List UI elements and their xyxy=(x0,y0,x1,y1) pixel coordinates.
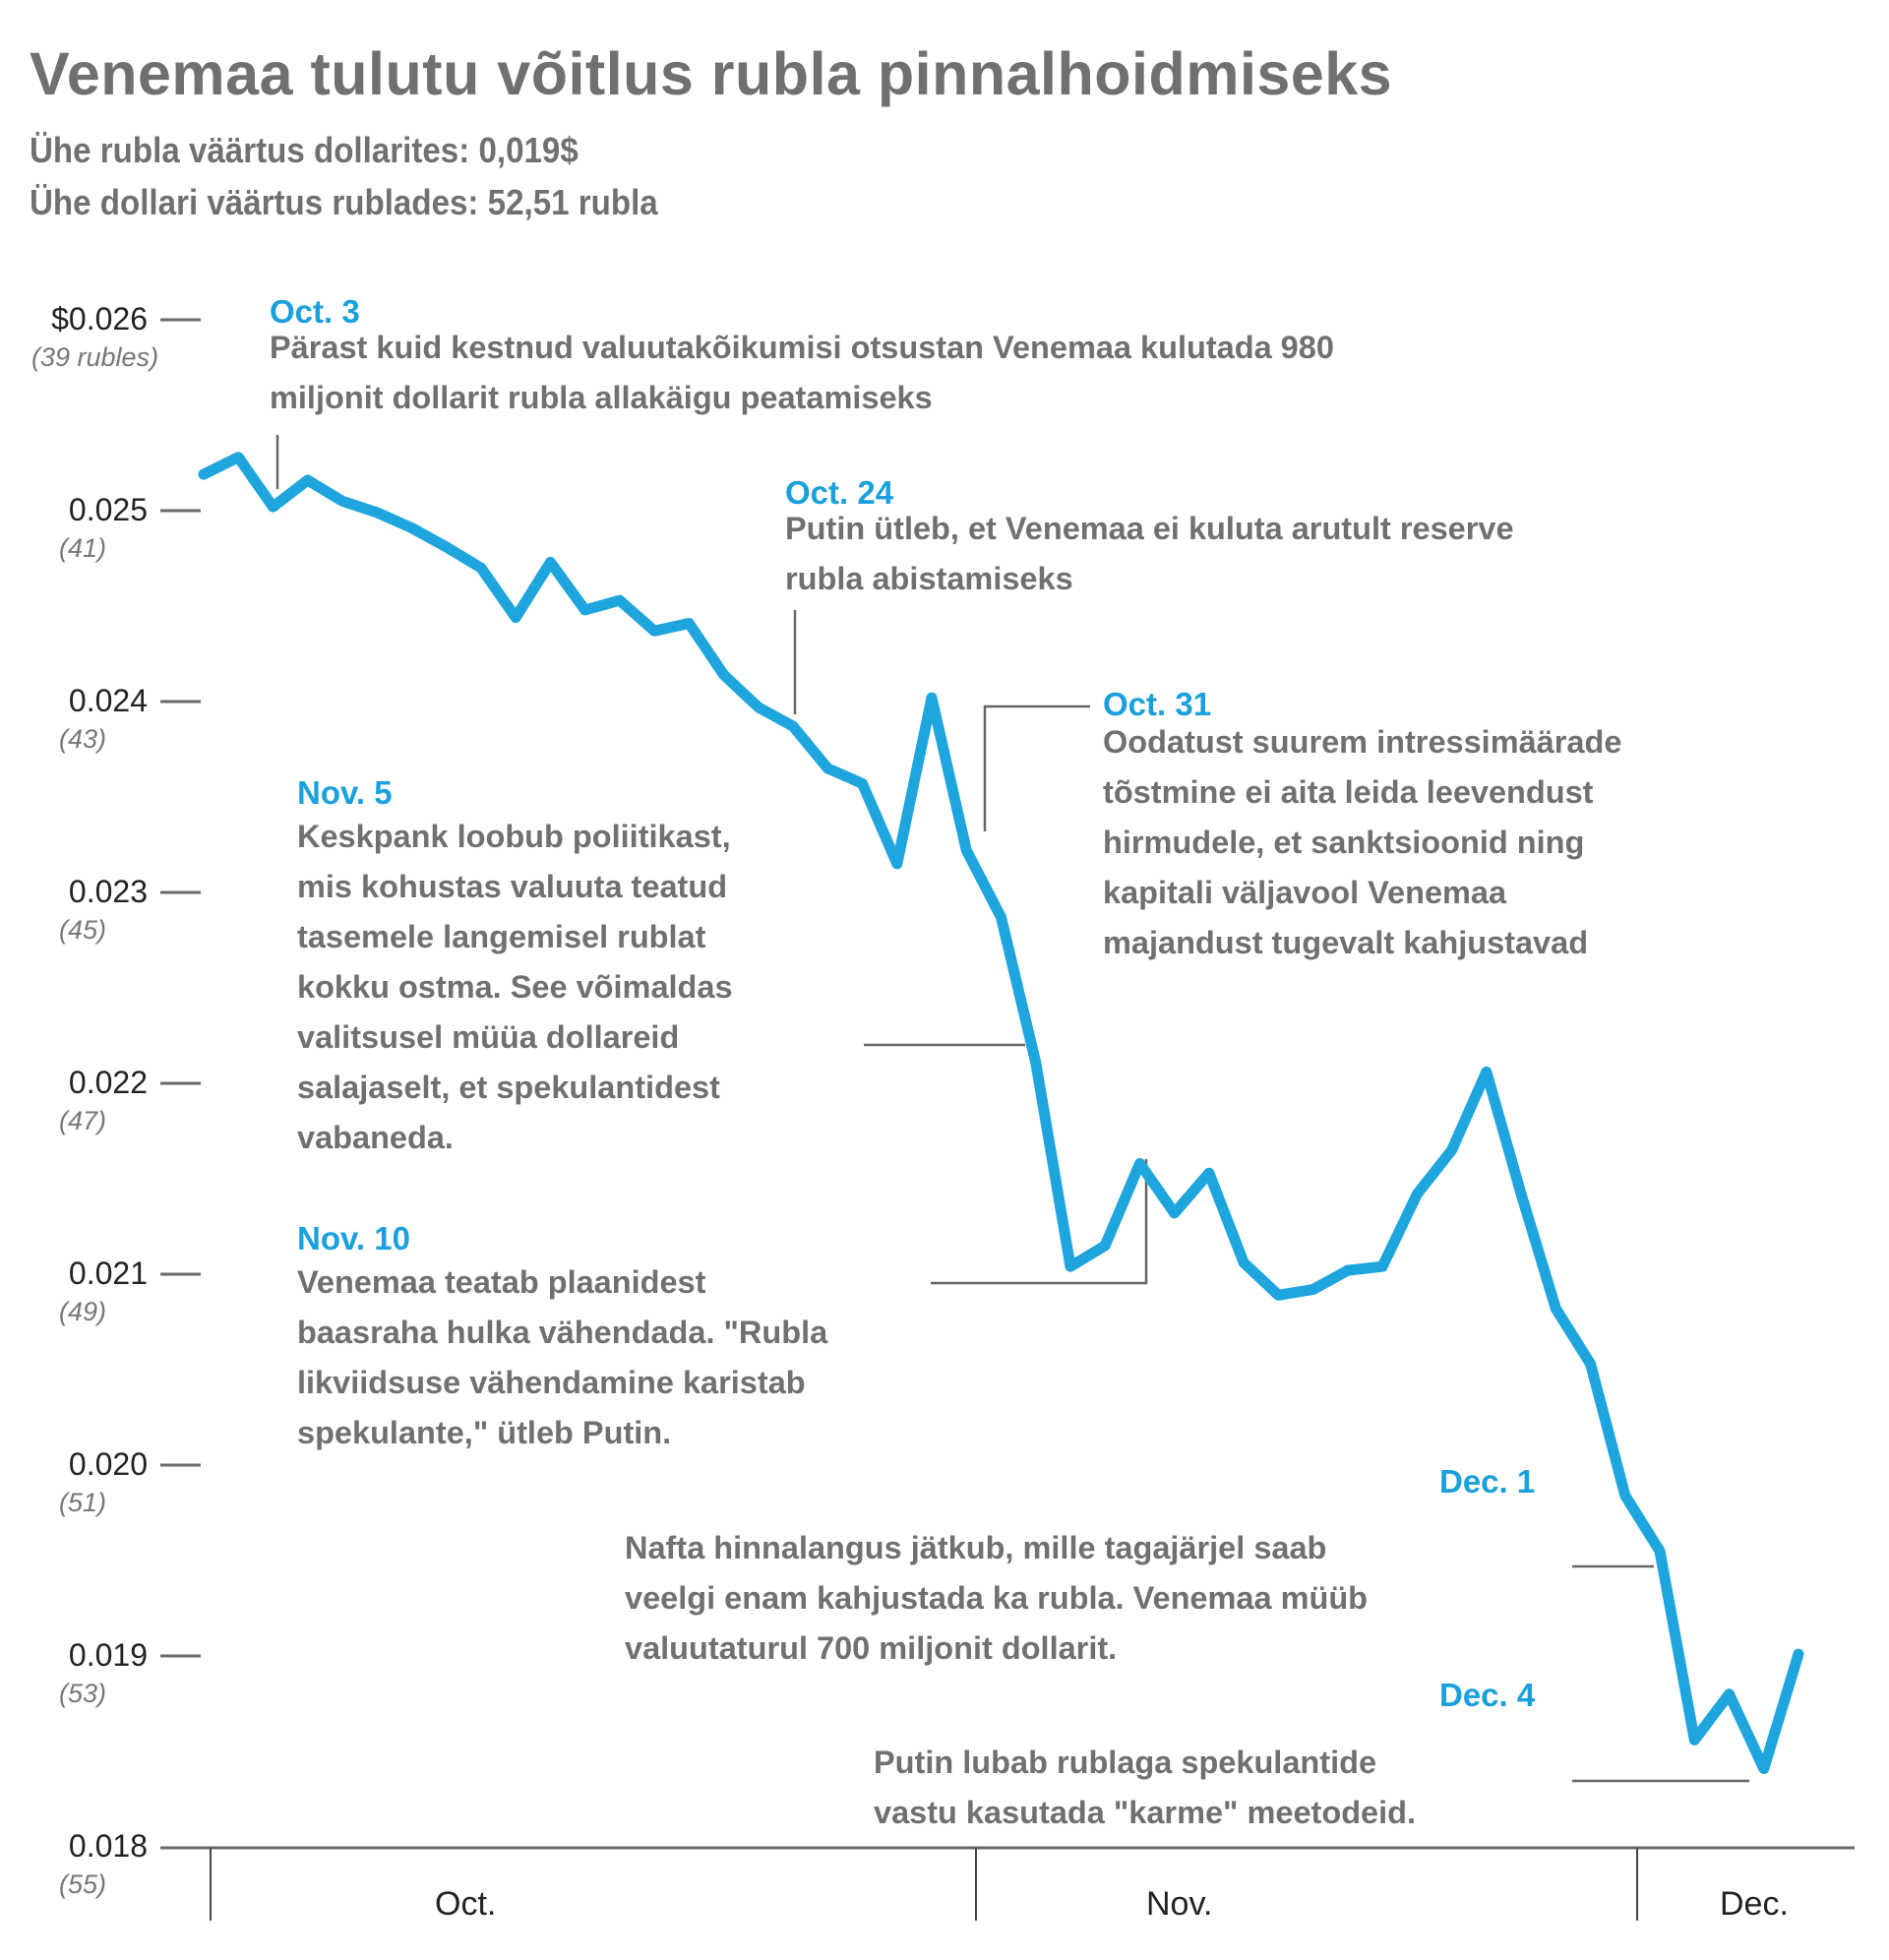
annotation-date: Nov. 5 xyxy=(297,774,393,811)
annotation-text-line: likviidsuse vähendamine karistab xyxy=(297,1365,806,1400)
y-tick-label: 0.023 xyxy=(68,874,148,909)
annotation-text-line: rubla abistamiseks xyxy=(785,561,1073,596)
annotation-text-line: valitsusel müüa dollareid xyxy=(297,1019,680,1055)
annotation-dec-1: Nafta hinnalangus jätkub, mille tagajärj… xyxy=(625,1523,1368,1674)
annotation-text-line: veelgi enam kahjustada ka rubla. Venemaa… xyxy=(625,1580,1369,1616)
y-tick-sublabel-rubles: (39 rubles) xyxy=(31,342,159,372)
subtitle-ruble-in-usd: Ühe rubla väärtus dollarites: 0,019$ xyxy=(30,130,579,170)
leader-nov-10 xyxy=(931,1159,1148,1285)
y-tick-sublabel-rubles: (45) xyxy=(59,915,107,945)
annotation-date-dec-4: Dec. 4 xyxy=(1439,1677,1536,1713)
y-tick-sublabel-rubles: (47) xyxy=(59,1106,107,1135)
annotation-text-line: kokku ostma. See võimaldas xyxy=(297,969,733,1005)
annotation-text-line: vabaneda. xyxy=(297,1120,454,1155)
y-tick-sublabel-rubles: (51) xyxy=(59,1488,107,1517)
annotation-text-line: mis kohustas valuuta teatud xyxy=(297,869,728,904)
annotation-nov-5: Nov. 5 Keskpank loobub poliitikast, mis … xyxy=(297,774,733,1163)
annotation-text-line: Putin lubab rublaga spekulantide xyxy=(874,1745,1377,1780)
y-tick-label: 0.018 xyxy=(68,1828,148,1864)
annotation-text-line: Oodatust suurem intressimäärade xyxy=(1103,724,1622,760)
y-axis-ticks xyxy=(160,318,201,1658)
y-tick-label: 0.020 xyxy=(68,1446,148,1482)
annotation-oct-24: Oct. 24 Putin ütleb, et Venemaa ei kulut… xyxy=(785,474,1514,604)
annotation-oct-3: Oct. 3 Pärast kuid kestnud valuutakõikum… xyxy=(270,293,1334,423)
annotation-text-line: Nafta hinnalangus jätkub, mille tagajärj… xyxy=(625,1530,1327,1565)
annotation-text-line: hirmudele, et sanktsioonid ning xyxy=(1103,825,1585,860)
annotation-text-line: miljonit dollarit rubla allakäigu peatam… xyxy=(270,380,933,415)
annotation-text-line: Venemaa teatab plaanidest xyxy=(297,1264,706,1300)
y-tick-sublabel-rubles: (41) xyxy=(59,533,107,563)
annotation-text-line: salajaselt, et spekulantidest xyxy=(297,1070,720,1105)
y-tick-label: 0.022 xyxy=(68,1065,148,1100)
y-tick-label: 0.024 xyxy=(68,683,148,718)
y-tick-label: 0.025 xyxy=(68,492,148,527)
annotation-nov-10: Nov. 10 Venemaa teatab plaanidest baasra… xyxy=(297,1220,827,1458)
annotation-text-line: Keskpank loobub poliitikast, xyxy=(297,819,731,854)
annotation-text-line: Putin ütleb, et Venemaa ei kuluta arutul… xyxy=(785,511,1514,546)
y-tick-sublabel-rubles: (53) xyxy=(59,1679,107,1708)
annotation-text-line: Pärast kuid kestnud valuutakõikumisi ots… xyxy=(270,330,1334,365)
leader-oct-31 xyxy=(983,704,1090,831)
month-label-nov: Nov. xyxy=(1146,1885,1213,1923)
month-label-oct: Oct. xyxy=(435,1885,497,1923)
annotation-text-line: vastu kasutada "karme" meetodeid. xyxy=(874,1795,1417,1830)
annotation-text-line: baasraha hulka vähendada. "Rubla xyxy=(297,1315,828,1350)
y-tick-sublabel-rubles: (43) xyxy=(59,724,107,754)
annotation-oct-31: Oct. 31 Oodatust suurem intressimäärade … xyxy=(1103,686,1621,968)
y-tick-label: $0.026 xyxy=(51,301,148,337)
annotation-text-line: tõstmine ei aita leida leevendust xyxy=(1103,774,1594,810)
ruble-value-line xyxy=(198,452,1804,1774)
annotation-text-line: tasemele langemisel rublat xyxy=(297,919,706,954)
annotation-text-line: majandust tugevalt kahjustavad xyxy=(1103,925,1589,960)
y-tick-sublabel-rubles: (49) xyxy=(59,1297,107,1326)
chart-title: Venemaa tulutu võitlus rubla pinnalhoidm… xyxy=(30,40,1393,107)
annotation-date: Nov. 10 xyxy=(297,1220,410,1256)
annotation-text-line: spekulante," ütleb Putin. xyxy=(297,1415,672,1450)
y-tick-label: 0.021 xyxy=(68,1256,148,1291)
annotation-date: Oct. 3 xyxy=(270,293,360,330)
annotation-date-dec-1: Dec. 1 xyxy=(1439,1463,1536,1500)
annotation-dec-4: Putin lubab rublaga spekulantide vastu k… xyxy=(874,1738,1416,1838)
subtitle-usd-in-rubles: Ühe dollari väärtus rublades: 52,51 rubl… xyxy=(30,182,658,222)
annotation-date: Oct. 31 xyxy=(1103,686,1212,722)
annotation-date: Oct. 24 xyxy=(785,474,894,511)
annotation-text-line: valuutaturul 700 miljonit dollarit. xyxy=(625,1630,1118,1666)
annotation-text-line: kapitali väljavool Venemaa xyxy=(1103,875,1507,910)
y-tick-label: 0.019 xyxy=(68,1637,148,1673)
month-label-dec: Dec. xyxy=(1720,1885,1789,1923)
y-tick-sublabel-rubles: (55) xyxy=(59,1869,107,1899)
